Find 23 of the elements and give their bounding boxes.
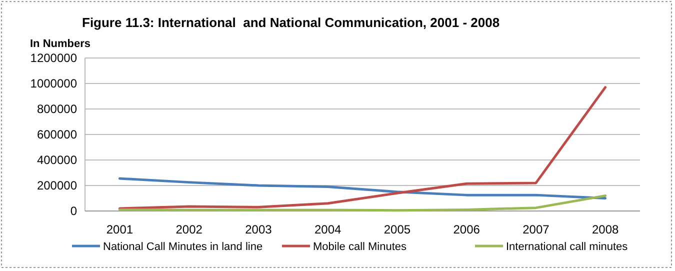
x-tick-label: 2002 — [176, 222, 203, 237]
legend-label: National Call Minutes in land line — [103, 241, 263, 253]
legend-label: Mobile call Minutes — [313, 241, 408, 253]
x-tick-label: 2004 — [314, 222, 342, 237]
y-tick-label: 200000 — [36, 178, 78, 192]
chart-title: Figure 11.3: International and National Communication, 2001 - 2008 — [82, 15, 500, 30]
x-tick-label: 2005 — [384, 222, 411, 237]
y-tick-label: 1000000 — [30, 76, 78, 90]
line-series — [118, 86, 607, 210]
x-tick-label: 2006 — [453, 222, 480, 237]
line-series — [118, 194, 607, 212]
y-tick-label: 600000 — [36, 127, 78, 142]
y-tick-label: 800000 — [36, 102, 78, 116]
x-tick-label: 2007 — [522, 222, 550, 237]
x-tick-label: 2003 — [245, 222, 272, 237]
y-axis-title: In Numbers — [30, 38, 91, 50]
line-series — [118, 177, 607, 200]
y-tick-label: 0 — [70, 204, 78, 218]
y-tick-label: 1200000 — [30, 50, 78, 65]
legend-label: International call minutes — [506, 241, 628, 253]
x-tick-label: 2008 — [592, 222, 619, 237]
x-tick-label: 2001 — [106, 222, 134, 237]
y-tick-label: 400000 — [36, 152, 78, 167]
